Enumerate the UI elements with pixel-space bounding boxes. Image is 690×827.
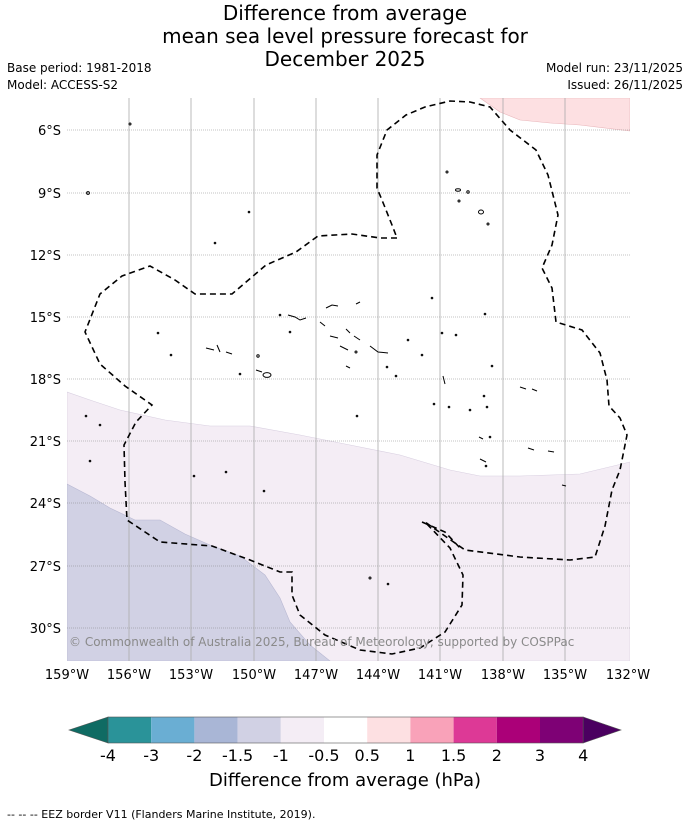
meta-left: Base period: 1981-2018 Model: ACCESS-S2	[7, 60, 152, 94]
lon-label: 150°W	[232, 668, 276, 683]
lon-label: 132°W	[606, 668, 650, 683]
colorbar-segment	[108, 717, 152, 743]
colorbar-tick: 2	[492, 746, 502, 765]
colorbar-tick: -2	[186, 746, 202, 765]
title-line-3: December 2025	[264, 47, 426, 71]
title-line-1: Difference from average	[222, 1, 468, 25]
lat-label: 24°S	[30, 497, 61, 512]
colorbar-segment	[496, 717, 540, 743]
colorbar-segment	[237, 717, 281, 743]
colorbar-segment	[151, 717, 195, 743]
colorbar-segment	[453, 717, 497, 743]
colorbar-tick: 0.5	[354, 746, 379, 765]
lon-label: 138°W	[481, 668, 525, 683]
eez-legend: -- -- -- EEZ border V11 (Flanders Marine…	[7, 808, 316, 821]
colorbar-tick: -1	[273, 746, 289, 765]
lon-label: 156°W	[107, 668, 151, 683]
colorbar-segment	[280, 717, 324, 743]
colorbar-extend-low	[68, 716, 109, 744]
colorbar-tick: 1.5	[441, 746, 466, 765]
eez-border-pitcairn	[421, 521, 461, 549]
lat-label: 12°S	[30, 249, 61, 264]
colorbar-segment	[324, 717, 368, 743]
colorbar-tick: -0.5	[308, 746, 339, 765]
colorbar-extend-high	[582, 716, 622, 744]
lat-label: 18°S	[30, 373, 61, 388]
lat-label: 27°S	[30, 560, 61, 575]
colorbar-segment	[540, 717, 584, 743]
lat-label: 30°S	[30, 622, 61, 637]
lon-label: 144°W	[356, 668, 400, 683]
meta-right: Model run: 23/11/2025 Issued: 26/11/2025	[546, 60, 683, 94]
latitude-labels: 6°S 9°S 12°S 15°S 18°S 21°S 24°S 27°S 30…	[30, 124, 61, 637]
copyright-text: © Commonwealth of Australia 2025, Bureau…	[69, 635, 574, 649]
title-line-2: mean sea level pressure forecast for	[162, 24, 528, 48]
colorbar-tick: -1.5	[222, 746, 253, 765]
colorbar-tick: 3	[535, 746, 545, 765]
lat-label: 21°S	[30, 435, 61, 450]
islands	[84, 122, 567, 586]
longitude-gridlines	[128, 98, 566, 661]
lon-label: 147°W	[294, 668, 338, 683]
lon-label: 153°W	[169, 668, 213, 683]
lat-label: 6°S	[38, 124, 61, 139]
colorbar-ticks: -4 -3 -2 -1.5 -1 -0.5 0.5 1 1.5 2 3 4	[100, 746, 588, 765]
model-name: Model: ACCESS-S2	[7, 78, 119, 92]
base-period: Base period: 1981-2018	[7, 61, 152, 75]
map-figure: © Commonwealth of Australia 2025, Bureau…	[30, 98, 650, 765]
colorbar-segment	[367, 717, 411, 743]
colorbar-tick: 4	[578, 746, 588, 765]
colorbar-segment	[410, 717, 454, 743]
longitude-labels: 159°W 156°W 153°W 150°W 147°W 144°W 141°…	[45, 668, 650, 683]
lon-label: 135°W	[543, 668, 587, 683]
lon-label: 159°W	[45, 668, 89, 683]
colorbar	[68, 716, 622, 744]
colorbar-segment	[194, 717, 238, 743]
colorbar-tick: 1	[405, 746, 415, 765]
issued-date: Issued: 26/11/2025	[567, 78, 683, 92]
lon-label: 141°W	[418, 668, 462, 683]
lat-label: 9°S	[38, 187, 61, 202]
colorbar-tick: -4	[100, 746, 116, 765]
model-run: Model run: 23/11/2025	[545, 61, 683, 75]
colorbar-title: Difference from average (hPa)	[208, 770, 482, 791]
lat-label: 15°S	[30, 311, 61, 326]
map-plot-area: © Commonwealth of Australia 2025, Bureau…	[67, 98, 630, 661]
colorbar-tick: -3	[143, 746, 159, 765]
